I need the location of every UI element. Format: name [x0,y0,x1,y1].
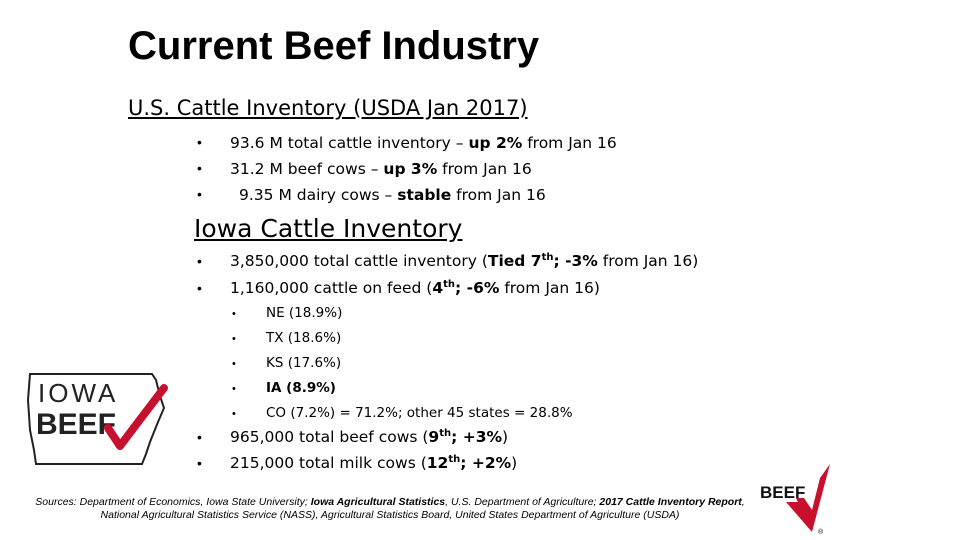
us-item-dairy: 9.35 M dairy cows – stable from Jan 16 [239,186,546,204]
registered-mark: ® [818,528,824,536]
iowa-item-total: 3,850,000 total cattle inventory (Tied 7… [230,252,698,270]
ordinal-suffix: th [439,428,452,439]
us-inventory-heading: U.S. Cattle Inventory (USDA Jan 2017) [128,96,528,120]
bold-segment: up 3% [383,160,438,178]
ordinal-suffix: th [541,252,554,263]
text-segment: , U.S. Department of Agriculture; [445,496,600,508]
text-segment: ) [511,454,518,473]
text-segment: 215,000 total milk cows ( [230,454,427,473]
bold-segment: 9th; +3% [428,428,502,446]
text-segment: 9.35 M dairy cows – [239,186,398,204]
bold-segment: up 2% [468,134,523,152]
logo-word-beef-right: BEEF [760,483,805,502]
logo-word-beef: BEEF [36,408,116,441]
rank: Tied 7 [487,252,542,271]
state-item-ks: KS (17.6%) [266,355,342,371]
text-segment: 3,850,000 total cattle inventory ( [230,252,488,271]
check-mark-icon [796,464,830,532]
us-item-beef: 31.2 M beef cows – up 3% from Jan 16 [230,160,532,178]
text-segment: Sources: Department of Economics, Iowa S… [35,496,311,508]
us-item-total: 93.6 M total cattle inventory – up 2% fr… [230,134,617,152]
ordinal-suffix: th [448,454,461,465]
sub-bullet-marker: • [232,408,236,420]
text-segment: from Jan 16 [451,186,546,204]
sub-bullet-marker: • [232,358,236,370]
bullet-marker: • [197,455,202,471]
text-segment: ) [502,428,509,447]
text-segment: 93.6 M total cattle inventory – [230,134,469,152]
check-mark-icon [104,384,168,450]
text-segment: from Jan 16) [597,252,699,271]
sub-bullet-marker: • [232,308,236,320]
page-title: Current Beef Industry [128,24,540,68]
state-item-ne: NE (18.9%) [266,305,343,321]
sub-bullet-marker: • [232,383,236,395]
bullet-marker: • [197,280,202,296]
change: ; -3% [553,252,598,271]
bold-segment: stable [397,186,452,204]
iowa-inventory-heading: Iowa Cattle Inventory [194,214,463,243]
bullet-marker: • [197,186,202,202]
state-item-tx: TX (18.6%) [266,330,342,346]
text-segment: 965,000 total beef cows ( [230,428,429,447]
text-segment: 1,160,000 cattle on feed ( [230,279,433,298]
ordinal-suffix: th [443,279,456,290]
text-segment: from Jan 16) [499,279,600,298]
change: ; -6% [455,279,500,298]
bold-segment: 4th; -6% [432,279,499,297]
sub-bullet-marker: • [232,333,236,345]
iowa-item-milk-cows: 215,000 total milk cows (12th; +2%) [230,454,517,472]
check-shadow-shape [786,502,812,532]
iowa-item-feed: 1,160,000 cattle on feed (4th; -6% from … [230,279,600,297]
sources-footer: Sources: Department of Economics, Iowa S… [30,496,750,522]
bold-segment: Iowa Agricultural Statistics [310,496,446,508]
bold-segment: Tied 7th; -3% [488,252,598,270]
bullet-marker: • [197,134,202,150]
text-segment: from Jan 16 [522,134,617,152]
iowa-state-outline [26,373,166,465]
iowa-item-beef-cows: 965,000 total beef cows (9th; +3%) [230,428,508,446]
bullet-marker: • [197,253,202,269]
bold-segment: 12th; +2% [427,454,511,472]
beef-checkoff-logo: BEEF ® [760,464,830,536]
rank: 12 [426,454,449,473]
text-segment: 31.2 M beef cows – [230,160,384,178]
bullet-marker: • [197,429,202,445]
text-segment: , National Agricultural Statistics Servi… [100,496,745,521]
rank: 4 [432,279,444,298]
bold-segment: 2017 Cattle Inventory Report [599,496,742,508]
change: ; +3% [451,428,503,447]
rank: 9 [428,428,440,447]
bullet-marker: • [197,160,202,176]
change: ; +2% [460,454,512,473]
text-segment: from Jan 16 [437,160,532,178]
iowa-beef-logo: IOWA BEEF [26,373,168,465]
state-item-co: CO (7.2%) = 71.2%; other 45 states = 28.… [266,405,573,421]
state-item-ia: IA (8.9%) [266,380,336,396]
logo-word-iowa: IOWA [38,378,118,408]
